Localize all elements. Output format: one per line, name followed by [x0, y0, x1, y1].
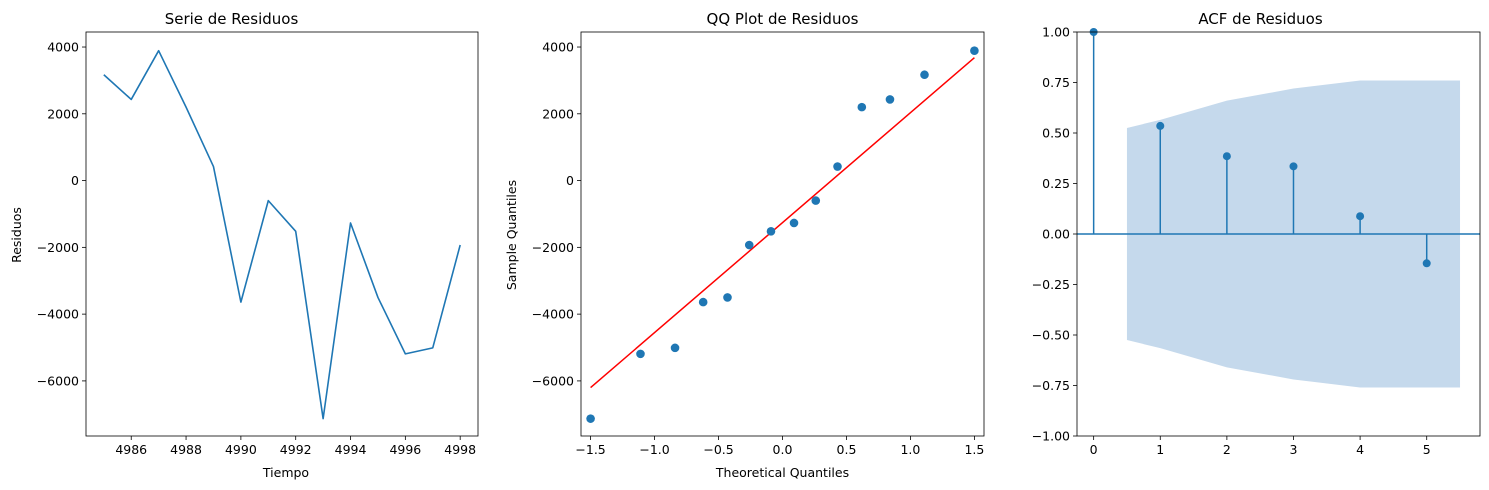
x-tick-label: 4994: [335, 442, 367, 457]
y-tick-label: 0.00: [1042, 227, 1070, 242]
qq-point: [920, 70, 929, 80]
y-tick-label: 1.00: [1042, 25, 1070, 40]
qq-point: [833, 162, 842, 171]
acf-marker: [1222, 152, 1231, 161]
y-tick-label: 2000: [542, 106, 574, 121]
axes-frame: [85, 31, 479, 437]
y-tick-label: −4000: [37, 307, 79, 322]
acf-marker: [1356, 212, 1365, 221]
y-tick-label: −6000: [532, 373, 574, 388]
y-tick-label: 4000: [47, 40, 79, 55]
qq-point: [766, 227, 776, 236]
x-tick-label: 2: [1223, 442, 1231, 457]
y-tick-label: −0.75: [1032, 378, 1070, 393]
x-axis-label: Theoretical Quantiles: [715, 465, 849, 480]
qq-point: [744, 240, 754, 250]
acf-marker: [1156, 121, 1165, 130]
y-tick-label: −4000: [532, 307, 574, 322]
qq-point: [636, 349, 645, 359]
qq-point: [970, 46, 979, 55]
x-tick-label: 4992: [280, 442, 312, 457]
x-tick-label: 4986: [115, 442, 147, 457]
chart-title: QQ Plot de Residuos: [707, 10, 859, 28]
qq-point: [811, 196, 821, 205]
x-tick-label: 3: [1290, 442, 1298, 457]
y-tick-label: −2000: [37, 240, 79, 255]
x-tick-label: 5: [1423, 442, 1431, 457]
y-tick-label: 4000: [542, 40, 574, 55]
y-tick-label: 0: [71, 173, 79, 188]
y-axis-label: Residuos: [9, 207, 24, 263]
x-tick-label: 4: [1356, 442, 1364, 457]
x-tick-label: 0.5: [837, 442, 857, 457]
x-tick-label: −0.5: [703, 442, 733, 457]
qq-point: [698, 297, 708, 307]
y-tick-label: 0.50: [1042, 126, 1070, 141]
acf-panel: ACF de Residuos 0 1 2 3 4 5 −1.00 −0.75 −0.50 −0.…: [1032, 10, 1481, 457]
y-tick-label: −2000: [532, 240, 574, 255]
qq-point: [789, 218, 799, 228]
residual-series-panel: Serie de Residuos Tiempo Residuos 4986 49…: [9, 10, 479, 480]
qq-point: [670, 343, 680, 353]
y-axis-label: Sample Quantiles: [504, 180, 519, 290]
qq-plot-panel: QQ Plot de Residuos Theoretical Quantile…: [504, 10, 985, 480]
y-tick-label: −6000: [37, 373, 79, 388]
x-axis-label: Tiempo: [262, 465, 309, 480]
x-tick-label: 1.0: [900, 442, 920, 457]
y-tick-label: −0.25: [1032, 277, 1070, 292]
x-tick-label: 4998: [444, 442, 476, 457]
y-tick-label: −0.50: [1032, 328, 1070, 343]
x-tick-label: 0: [1090, 442, 1098, 457]
x-tick-label: −1.5: [575, 442, 605, 457]
x-tick-label: 1: [1156, 442, 1164, 457]
qq-point: [857, 102, 867, 112]
acf-marker: [1422, 259, 1431, 268]
y-tick-label: 0.75: [1042, 75, 1070, 90]
x-tick-label: 1.5: [964, 442, 984, 457]
acf-marker: [1289, 162, 1298, 171]
x-tick-label: −1.0: [639, 442, 669, 457]
y-tick-label: 2000: [47, 106, 79, 121]
x-tick-label: 0.0: [773, 442, 793, 457]
qq-point: [586, 414, 595, 423]
axes-frame: [580, 31, 985, 437]
x-tick-label: 4988: [170, 442, 202, 457]
x-tick-label: 4996: [389, 442, 421, 457]
qq-point: [885, 95, 895, 104]
x-tick-label: 4990: [225, 442, 257, 457]
residual-series-line: [103, 49, 461, 420]
y-tick-label: 0.25: [1042, 176, 1070, 191]
y-tick-label: −1.00: [1032, 429, 1070, 444]
chart-title: Serie de Residuos: [165, 10, 299, 28]
y-tick-label: 0: [566, 173, 574, 188]
qq-point: [723, 293, 732, 302]
chart-title: ACF de Residuos: [1198, 10, 1323, 28]
qq-reference-line: [590, 57, 975, 389]
